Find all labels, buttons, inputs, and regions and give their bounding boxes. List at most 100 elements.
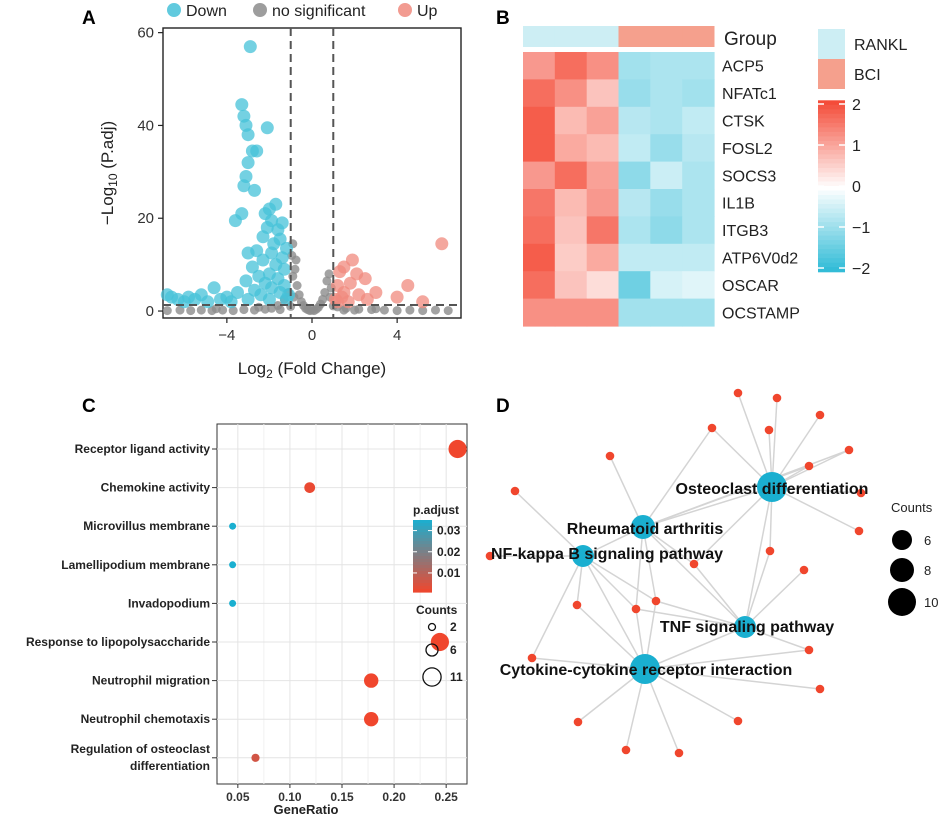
- network-size-legend: 6 8 10: [888, 530, 938, 616]
- point-ns-3: [196, 305, 206, 315]
- edge-34: [644, 668, 680, 754]
- scale-label-3: −1: [852, 220, 870, 237]
- size-legend-label-2: 11: [450, 670, 463, 684]
- heat-cell-3-1: [554, 134, 588, 163]
- heat-cell-2-4: [650, 106, 683, 135]
- scale-band-10: [818, 140, 845, 146]
- heatmap: ACP5 NFATc1 CTSK FOSL2 SOCS3 IL1B ITGB3 ATP6V0d…: [523, 26, 907, 327]
- point-down-18: [262, 202, 276, 216]
- scale-band-29: [818, 226, 845, 232]
- scale-band-15: [818, 163, 845, 169]
- row-label-9: OCSTAMP: [722, 305, 800, 322]
- heat-cell-0-3: [618, 52, 651, 80]
- edge-22: [582, 555, 657, 602]
- row-label-4: SOCS3: [722, 168, 776, 185]
- point-down-21: [256, 230, 270, 244]
- heat-cell-7-1: [554, 243, 588, 272]
- gene-node-19: [815, 684, 825, 694]
- edge-30: [644, 649, 810, 670]
- padj-band-9: [413, 547, 432, 551]
- point-down-13: [235, 207, 249, 221]
- term-dot-0: [448, 439, 467, 459]
- group-bar-cell-5: [682, 26, 715, 47]
- gene-node-1: [772, 393, 782, 403]
- heat-cell-5-4: [650, 189, 683, 217]
- padj-band-20: [413, 580, 432, 584]
- dot-x-tick-label-1: 0.10: [278, 790, 302, 804]
- scale-label-2: 0: [852, 179, 861, 196]
- padj-band-11: [413, 553, 432, 557]
- padj-band-15: [413, 565, 432, 569]
- scale-band-14: [818, 158, 845, 164]
- term-dot-3: [229, 561, 237, 569]
- edge-10: [693, 486, 773, 565]
- scale-band-27: [818, 217, 845, 223]
- point-down-29: [256, 253, 270, 267]
- row-label-0: ACP5: [722, 59, 764, 76]
- heat-cell-9-1: [554, 298, 588, 327]
- gene-node-17: [799, 565, 809, 575]
- y-label-suffix: (P.adj): [98, 121, 117, 174]
- network-hub-nodes: [572, 472, 787, 684]
- padj-band-18: [413, 574, 432, 578]
- point-ns-7: [239, 305, 249, 315]
- heat-cell-2-3: [618, 106, 651, 135]
- panel-label-c: C: [82, 396, 96, 417]
- scale-band-34: [818, 249, 845, 255]
- point-ns-41: [431, 305, 440, 315]
- padj-label-2: 0.01: [437, 566, 461, 580]
- hub-edge-5: [744, 486, 773, 628]
- row-label-1: NFATc1: [722, 86, 777, 103]
- point-ns-16: [292, 281, 302, 290]
- heat-cell-2-2: [586, 106, 620, 135]
- heat-cell-1-5: [682, 79, 715, 108]
- dot-plot-points: [229, 439, 467, 762]
- point-down-41: [231, 286, 244, 299]
- panel-label-a: A: [82, 8, 96, 29]
- point-ns-38: [392, 306, 402, 316]
- point-ns-15: [290, 264, 300, 274]
- point-up-4: [358, 272, 372, 286]
- scale-band-2: [818, 104, 845, 110]
- point-ns-48: [350, 305, 360, 315]
- group-bar-cell-1: [554, 26, 588, 47]
- edge-14: [642, 526, 657, 602]
- heat-cell-7-2: [586, 243, 620, 272]
- padj-band-8: [413, 544, 432, 548]
- scale-band-24: [818, 204, 845, 210]
- y-label-subscript: 10: [106, 173, 120, 187]
- edge-18: [514, 490, 584, 557]
- padj-band-10: [413, 550, 432, 554]
- go-dot-plot: Receptor ligand activity Chemokine activi…: [26, 423, 468, 817]
- row-label-8: OSCAR: [722, 278, 779, 295]
- heat-cell-0-5: [682, 52, 715, 80]
- scale-band-28: [818, 222, 845, 228]
- y-label-prefix: −Log: [98, 187, 117, 225]
- group-legend-swatch-rankl: [818, 29, 845, 59]
- heat-cell-9-0: [523, 298, 556, 327]
- point-down-44: [207, 281, 221, 295]
- heat-cell-3-0: [523, 134, 556, 163]
- heat-cell-1-1: [554, 79, 588, 108]
- heat-cell-3-3: [618, 134, 651, 163]
- point-up-18: [360, 292, 374, 306]
- point-down-54: [262, 292, 276, 306]
- hub-node-2: [572, 545, 594, 567]
- point-down-5: [260, 121, 274, 135]
- heat-cell-1-0: [523, 79, 556, 108]
- point-down-57: [201, 295, 215, 309]
- scale-band-21: [818, 190, 845, 196]
- point-ns-37: [379, 305, 389, 315]
- gene-node-0: [733, 388, 743, 398]
- x-label-suffix: (Fold Change): [273, 359, 386, 378]
- heat-cell-6-0: [523, 216, 556, 245]
- point-down-8: [241, 156, 255, 170]
- padj-band-2: [413, 526, 432, 530]
- scale-band-13: [818, 154, 845, 160]
- scale-band-19: [818, 181, 845, 187]
- point-down-58: [160, 288, 174, 302]
- gene-node-23: [733, 716, 743, 726]
- padj-band-4: [413, 532, 432, 536]
- edge-27: [744, 626, 810, 651]
